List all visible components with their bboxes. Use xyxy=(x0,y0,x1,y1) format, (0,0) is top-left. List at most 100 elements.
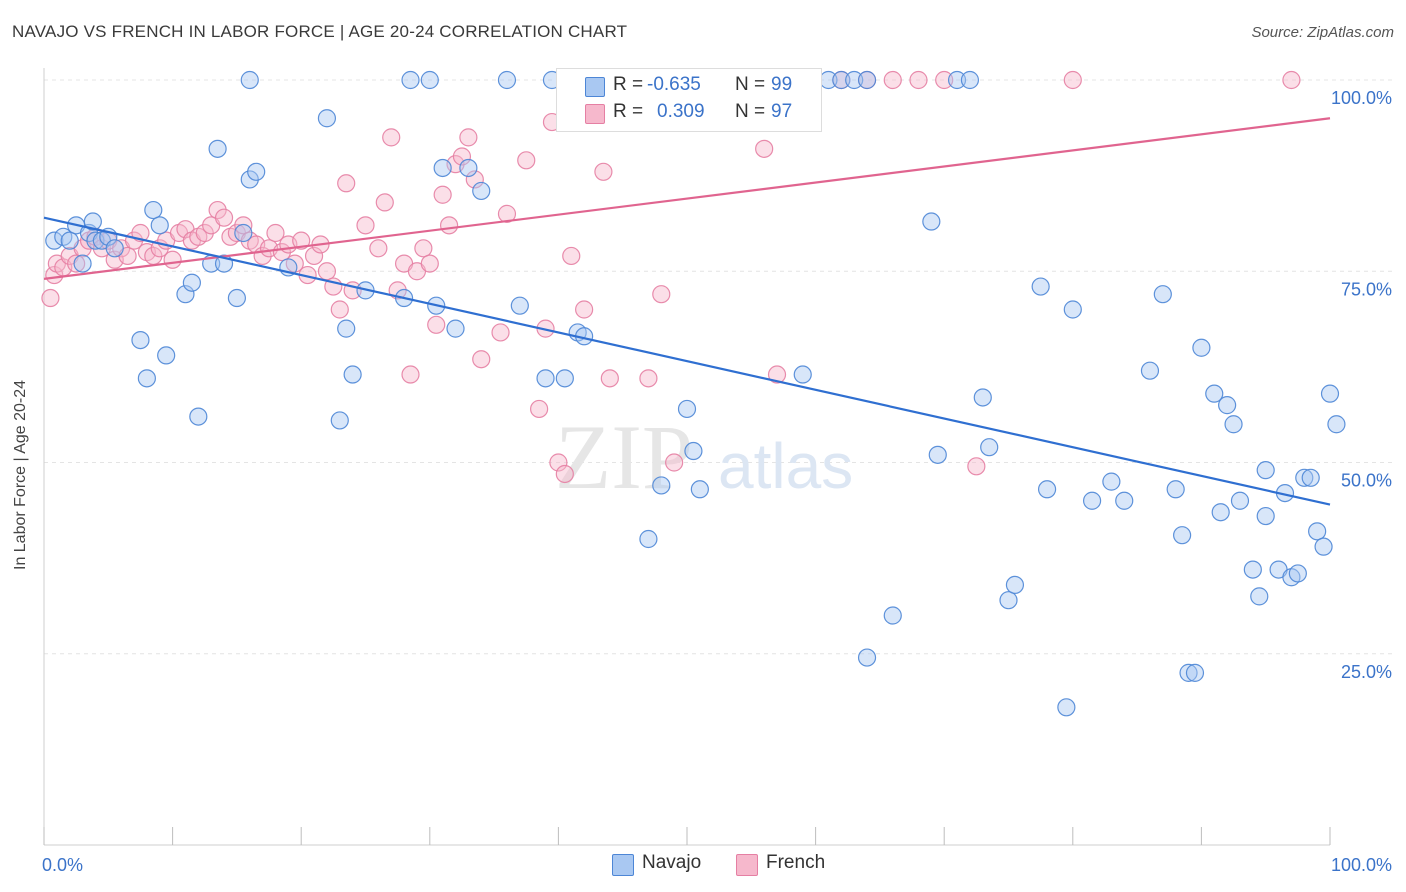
navajo-point xyxy=(45,231,64,250)
french-point xyxy=(652,285,671,304)
french-swatch xyxy=(585,104,605,124)
navajo-point xyxy=(330,411,349,430)
axes xyxy=(43,68,1331,846)
french-point xyxy=(452,147,472,166)
navajo-point xyxy=(60,231,79,250)
navajo-point xyxy=(832,70,851,90)
navajo-point xyxy=(137,369,156,388)
legend-label-navajo: Navajo xyxy=(642,852,702,873)
french-point xyxy=(375,193,394,212)
french-point xyxy=(459,128,478,147)
navajo-point xyxy=(1082,491,1102,510)
legend-label-french: French xyxy=(766,852,826,873)
navajo-point xyxy=(73,254,92,273)
french-point xyxy=(1282,70,1301,90)
navajo-point xyxy=(857,648,877,667)
trend-lines xyxy=(43,117,1331,506)
navajo-point xyxy=(497,70,517,90)
navajo-point xyxy=(536,369,555,388)
french-point xyxy=(491,323,510,342)
navajo-point xyxy=(343,365,362,384)
navajo-point xyxy=(1166,480,1185,499)
navajo-point xyxy=(1308,522,1327,541)
french-point xyxy=(433,185,452,204)
french-point xyxy=(427,315,446,334)
legend-n-label: N = xyxy=(735,101,766,122)
navajo-point xyxy=(1301,468,1320,487)
stats-legend: R = -0.635 N = 99 R = 0.309 N = 97 xyxy=(556,68,822,132)
french-point xyxy=(414,239,433,258)
french-point xyxy=(214,208,234,227)
french-point xyxy=(420,254,439,273)
navajo-point xyxy=(555,369,574,388)
chart-source: Source: ZipAtlas.com xyxy=(1251,24,1394,41)
watermark-zip: ZIP xyxy=(555,406,693,508)
french-point xyxy=(594,162,613,181)
navajo-point xyxy=(1063,300,1082,319)
navajo-point xyxy=(1256,461,1275,480)
navajo-point xyxy=(793,365,812,384)
navajo-point xyxy=(1320,384,1340,403)
french-point xyxy=(67,254,86,273)
french-point xyxy=(439,216,459,235)
french-point xyxy=(555,464,574,484)
french-point xyxy=(562,246,581,266)
navajo-point xyxy=(928,445,947,464)
french-point xyxy=(517,151,536,170)
navajo-point xyxy=(1327,415,1346,434)
navajo-legend-swatch xyxy=(612,854,634,876)
navajo-point xyxy=(240,70,259,90)
x-tick-label: 0.0% xyxy=(42,855,83,875)
navajo-point xyxy=(1256,506,1275,526)
navajo-point xyxy=(472,181,491,201)
y-tick-label: 50.0% xyxy=(1341,471,1392,491)
legend-n-value: 99 xyxy=(771,74,793,95)
french-point xyxy=(530,399,549,419)
french-point xyxy=(304,246,324,266)
french-point xyxy=(234,216,253,235)
navajo-point xyxy=(131,331,150,350)
navajo-point xyxy=(83,212,102,231)
navajo-point xyxy=(883,606,902,625)
french-point xyxy=(767,365,787,384)
navajo-point xyxy=(1115,491,1134,510)
french-point xyxy=(465,170,484,189)
navajo-point xyxy=(1314,537,1333,556)
french-point xyxy=(883,70,902,90)
french-point xyxy=(369,239,388,258)
french-point xyxy=(330,300,349,319)
french-point xyxy=(665,453,684,472)
navajo-point xyxy=(337,319,356,338)
navajo-point xyxy=(652,476,671,495)
navajo-point xyxy=(1140,361,1160,380)
navajo-point xyxy=(1153,285,1172,304)
navajo-point xyxy=(446,319,465,338)
navajo-point xyxy=(980,438,999,457)
legend-r-label: R = xyxy=(613,101,644,122)
french-point xyxy=(600,369,619,388)
french-point xyxy=(292,231,311,250)
legend-r-value: 0.309 xyxy=(657,101,705,122)
legend-n-value: 97 xyxy=(771,101,793,122)
navajo-point xyxy=(176,285,195,304)
grid-lines xyxy=(44,79,1392,655)
chart-title: NAVAJO VS FRENCH IN LABOR FORCE | AGE 20… xyxy=(12,22,628,41)
navajo-point xyxy=(182,273,201,292)
french-legend-swatch xyxy=(736,854,758,876)
french-point xyxy=(337,174,356,193)
navajo-point xyxy=(947,70,967,90)
legend-r-label: R = xyxy=(613,74,644,95)
french-point xyxy=(639,369,658,388)
navajo-point xyxy=(922,212,941,231)
french-point xyxy=(497,204,517,223)
navajo-point xyxy=(1192,338,1211,357)
navajo-trend-line xyxy=(43,216,1331,506)
navajo-point xyxy=(1037,480,1057,499)
navajo-point xyxy=(1005,575,1025,595)
navajo-point xyxy=(317,109,337,128)
french-point xyxy=(41,288,60,308)
watermark: ZIP atlas xyxy=(555,406,853,508)
navajo-point xyxy=(1295,468,1314,487)
french-point xyxy=(755,139,774,158)
french-point xyxy=(909,70,928,90)
